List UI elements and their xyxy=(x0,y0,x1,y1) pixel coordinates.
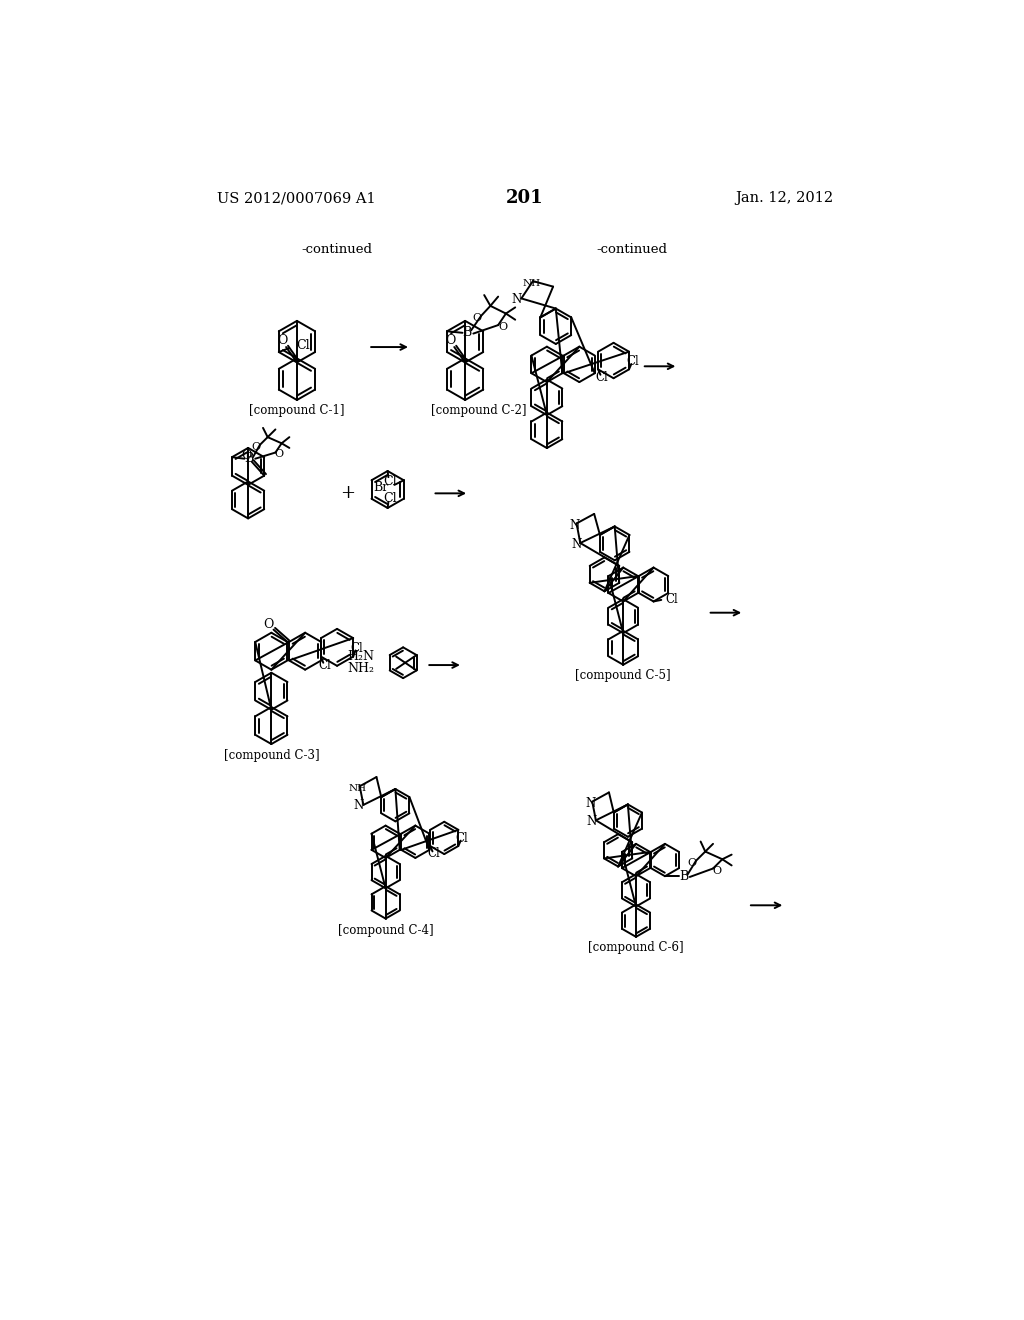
Text: Cl: Cl xyxy=(383,474,396,487)
Text: NH₂: NH₂ xyxy=(347,663,375,676)
Text: O: O xyxy=(713,866,722,875)
Text: B: B xyxy=(245,453,254,465)
Text: Cl: Cl xyxy=(296,339,309,352)
Text: O: O xyxy=(242,449,252,462)
Text: [compound C-3]: [compound C-3] xyxy=(223,748,319,762)
Text: Cl: Cl xyxy=(350,642,364,655)
Text: O: O xyxy=(445,334,456,347)
Text: NH: NH xyxy=(348,784,367,793)
Text: O: O xyxy=(274,449,284,459)
Text: +: + xyxy=(340,484,355,503)
Text: O: O xyxy=(472,313,481,323)
Text: O: O xyxy=(252,442,260,453)
Text: Cl: Cl xyxy=(627,355,639,368)
Text: 201: 201 xyxy=(506,190,544,207)
Text: [compound C-1]: [compound C-1] xyxy=(249,404,345,417)
Text: US 2012/0007069 A1: US 2012/0007069 A1 xyxy=(217,191,376,206)
Text: N: N xyxy=(587,814,597,828)
Text: B: B xyxy=(463,326,472,339)
Text: -continued: -continued xyxy=(302,243,373,256)
Text: Cl: Cl xyxy=(596,371,608,384)
Text: [compound C-5]: [compound C-5] xyxy=(575,669,671,682)
Text: O: O xyxy=(687,858,696,869)
Text: Cl: Cl xyxy=(318,659,331,672)
Text: H₂N: H₂N xyxy=(347,649,375,663)
Text: Jan. 12, 2012: Jan. 12, 2012 xyxy=(735,191,834,206)
Text: N: N xyxy=(586,797,596,810)
Text: N: N xyxy=(353,799,364,812)
Text: [compound C-4]: [compound C-4] xyxy=(338,924,433,937)
Text: O: O xyxy=(278,334,288,347)
Text: N: N xyxy=(512,293,522,306)
Text: [compound C-6]: [compound C-6] xyxy=(588,941,684,954)
Text: Cl: Cl xyxy=(428,847,440,861)
Text: Cl: Cl xyxy=(383,492,396,506)
Text: Br: Br xyxy=(373,482,388,495)
Text: NH: NH xyxy=(522,279,541,288)
Text: N: N xyxy=(570,519,581,532)
Text: [compound C-2]: [compound C-2] xyxy=(431,404,526,417)
Text: Cl: Cl xyxy=(666,593,678,606)
Text: O: O xyxy=(499,322,507,333)
Text: Cl: Cl xyxy=(456,832,469,845)
Text: -continued: -continued xyxy=(596,243,668,256)
Text: N: N xyxy=(571,539,582,550)
Text: B: B xyxy=(679,870,688,883)
Text: O: O xyxy=(263,618,273,631)
